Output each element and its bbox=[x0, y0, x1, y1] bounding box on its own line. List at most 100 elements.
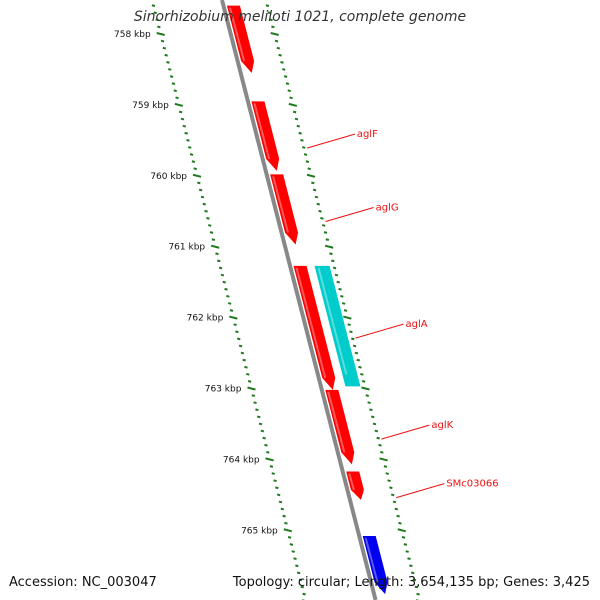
gene-arrow[interactable] bbox=[346, 471, 364, 500]
ruler-tick bbox=[227, 302, 232, 305]
ruler-tick bbox=[338, 287, 342, 291]
ruler-tick bbox=[379, 457, 388, 462]
gene-arrow[interactable] bbox=[314, 265, 361, 387]
ruler-tick bbox=[171, 82, 176, 85]
ruler-tick bbox=[383, 465, 388, 468]
ruler-tick bbox=[200, 195, 205, 199]
ruler-tick bbox=[242, 358, 246, 362]
gene-label[interactable]: aglG bbox=[376, 202, 399, 213]
ruler-tick bbox=[410, 571, 415, 575]
ruler-tick bbox=[303, 153, 308, 156]
ruler-tick bbox=[173, 89, 177, 93]
ruler-tick bbox=[409, 564, 413, 568]
ruler-tick bbox=[189, 153, 194, 156]
gene-label[interactable]: aglF bbox=[357, 129, 378, 140]
ruler-tick bbox=[266, 450, 270, 454]
gene-highlight bbox=[295, 267, 327, 379]
gene-arrow[interactable] bbox=[270, 174, 299, 245]
ruler-tick bbox=[233, 323, 237, 327]
ruler-tick bbox=[256, 415, 261, 419]
ruler-tick bbox=[385, 472, 389, 475]
ruler-tick bbox=[332, 266, 337, 270]
gene-label-connector bbox=[396, 483, 445, 499]
ruler-tick bbox=[278, 500, 283, 504]
ruler-tick bbox=[235, 330, 239, 334]
ruler-tick bbox=[365, 394, 370, 397]
gene-highlight bbox=[364, 537, 379, 583]
ruler-tick bbox=[265, 4, 270, 7]
gene-label-connector bbox=[355, 323, 404, 339]
ruler-tick bbox=[187, 146, 192, 149]
genome-backbone bbox=[220, 0, 378, 600]
genome-summary: Topology: circular; Length: 3,654,135 bp… bbox=[232, 575, 590, 590]
ruler-tick bbox=[247, 386, 256, 391]
ruler-tick bbox=[403, 543, 408, 546]
ruler-tick bbox=[295, 564, 299, 568]
ruler-tick bbox=[217, 259, 221, 263]
gene-arrow[interactable] bbox=[325, 389, 355, 465]
ruler-tick bbox=[244, 365, 248, 369]
gene-label[interactable]: SMc03066 bbox=[446, 479, 498, 490]
gene-arrow[interactable] bbox=[293, 265, 336, 390]
ruler-tick bbox=[276, 46, 281, 50]
ruler-tick bbox=[153, 11, 158, 15]
gene-arrow[interactable] bbox=[362, 535, 388, 595]
ruler-tick bbox=[264, 443, 268, 447]
ruler-tick bbox=[269, 465, 274, 468]
ruler-tick bbox=[210, 244, 220, 249]
ruler-tick bbox=[283, 75, 288, 78]
ruler-tick bbox=[238, 344, 243, 348]
ruler-tick bbox=[334, 273, 339, 277]
ruler-tick bbox=[206, 216, 210, 220]
ruler-tick bbox=[174, 102, 184, 107]
ruler-tick bbox=[178, 110, 183, 114]
ruler-tick bbox=[226, 294, 230, 298]
gene-arrow[interactable] bbox=[251, 101, 280, 171]
ruler-tick bbox=[253, 401, 257, 405]
ruler-tick bbox=[314, 195, 319, 199]
ruler-tick bbox=[367, 401, 371, 405]
ruler-tick bbox=[276, 493, 281, 497]
ruler-tick bbox=[316, 202, 321, 206]
ruler-tick bbox=[169, 75, 174, 78]
ruler-tick bbox=[289, 96, 293, 100]
ruler-tick bbox=[182, 124, 187, 128]
ruler-tick bbox=[336, 280, 340, 284]
ruler-tick bbox=[280, 507, 285, 511]
ruler-tick bbox=[398, 521, 402, 525]
ruler-tick bbox=[215, 252, 219, 256]
ruler-tick bbox=[156, 32, 165, 36]
ruler-tick bbox=[396, 514, 400, 518]
ruler-tick bbox=[307, 167, 311, 171]
ruler-tick bbox=[287, 89, 291, 93]
ruler-tick bbox=[298, 578, 303, 582]
ruler-tick bbox=[370, 415, 375, 419]
ruler-tick bbox=[209, 231, 214, 234]
ruler-tick bbox=[168, 68, 172, 71]
ruler-tick bbox=[378, 443, 382, 447]
accession-label: Accession: NC_003047 bbox=[9, 575, 157, 590]
ruler-tick bbox=[311, 181, 315, 185]
ruler-tick-label: 764 kbp bbox=[223, 455, 260, 465]
ruler-tick bbox=[274, 39, 279, 43]
gene-arrow[interactable] bbox=[226, 5, 255, 73]
ruler-tick bbox=[265, 457, 274, 462]
ruler-tick bbox=[289, 543, 294, 546]
gene-label[interactable]: aglK bbox=[431, 420, 453, 431]
ruler-tick-label: 759 kbp bbox=[132, 101, 169, 111]
ruler-tick bbox=[180, 117, 185, 121]
ruler-tick bbox=[380, 450, 384, 454]
ruler-tick bbox=[292, 110, 297, 114]
ruler-tick bbox=[318, 209, 322, 213]
ruler-tick bbox=[351, 337, 355, 341]
ruler-tick bbox=[401, 536, 406, 539]
ruler-tick bbox=[321, 224, 326, 227]
gene-label[interactable]: aglA bbox=[405, 319, 427, 330]
ruler-tick bbox=[284, 521, 288, 525]
ruler-tick bbox=[164, 53, 168, 57]
ruler-tick-label: 762 kbp bbox=[187, 314, 224, 324]
ruler-tick bbox=[157, 25, 161, 29]
gene-label-connector bbox=[306, 133, 355, 149]
gene-track: aglF aglG aglA aglK SMc03066 bbox=[226, 5, 499, 595]
ruler-tick bbox=[387, 479, 391, 483]
